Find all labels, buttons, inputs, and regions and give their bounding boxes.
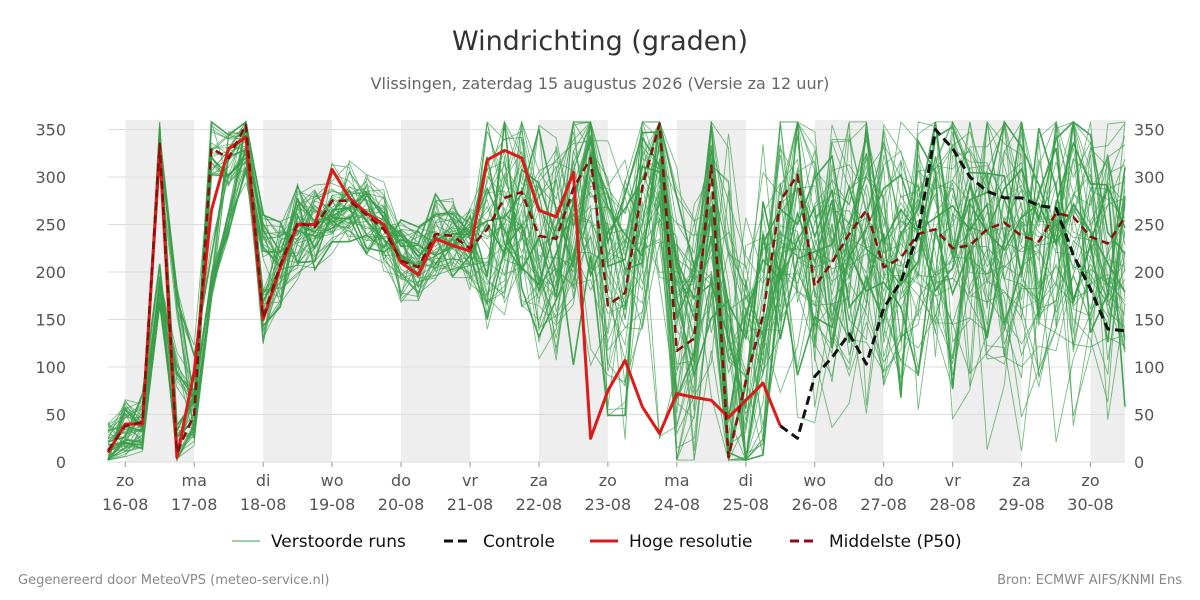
y-tick-label-left: 100	[35, 358, 66, 377]
x-tick-date: 29-08	[998, 495, 1045, 514]
x-tick-day: ma	[181, 471, 206, 490]
x-tick-day: za	[530, 471, 548, 490]
high-res-line	[106, 135, 782, 459]
y-tick-label-left: 300	[35, 168, 66, 187]
y-tick-label-left: 200	[35, 263, 66, 282]
legend: Verstoorde runs Controle Hoge resolutie …	[232, 532, 962, 552]
legend-ensemble-label: Verstoorde runs	[271, 532, 406, 552]
legend-control-label: Controle	[483, 532, 555, 552]
x-tick-date: 28-08	[929, 495, 976, 514]
ensemble-run-line	[107, 121, 1126, 447]
x-tick-day: di	[738, 471, 753, 490]
y-tick-label-left: 150	[35, 311, 66, 330]
ensemble-run-line	[107, 121, 1126, 461]
y-tick-label-right: 300	[1134, 168, 1165, 187]
y-tick-label-right: 150	[1134, 311, 1165, 330]
x-tick-day: ma	[664, 471, 689, 490]
x-tick-day: vr	[462, 471, 478, 490]
x-tick-day: wo	[803, 471, 826, 490]
x-tick-day: za	[1012, 471, 1030, 490]
x-tick-day: di	[256, 471, 271, 490]
x-tick-day: zo	[599, 471, 617, 490]
x-tick-date: 20-08	[378, 495, 425, 514]
ensemble-run-line	[107, 121, 1126, 461]
grid-lines	[108, 129, 1125, 463]
chart-subtitle: Vlissingen, zaterdag 15 augustus 2026 (V…	[371, 74, 830, 93]
ensemble-run-line	[107, 121, 1126, 437]
x-tick-date: 30-08	[1067, 495, 1114, 514]
ensemble-run-line	[107, 121, 1126, 461]
footer-source: Bron: ECMWF AIFS/KNMI Ens	[997, 573, 1182, 588]
x-tick-date: 25-08	[723, 495, 770, 514]
x-tick-date: 16-08	[102, 495, 149, 514]
x-tick-date: 21-08	[447, 495, 494, 514]
x-tick-day: zo	[116, 471, 134, 490]
y-axis-ticks: 0 0 50 50 100 100 150 150 200 200 250 250 300 300 350 3…	[35, 121, 1164, 473]
x-tick-day: do	[391, 471, 411, 490]
ensemble-runs	[107, 119, 1126, 462]
ensemble-run-line	[107, 120, 1126, 462]
y-tick-label-right: 200	[1134, 263, 1165, 282]
x-tick-day: wo	[321, 471, 344, 490]
ensemble-run-line	[107, 120, 1126, 461]
y-tick-label-right: 0	[1134, 453, 1144, 472]
ensemble-run-line	[107, 121, 1126, 462]
x-tick-date: 23-08	[585, 495, 632, 514]
x-tick-date: 24-08	[654, 495, 701, 514]
legend-highres-label: Hoge resolutie	[629, 532, 753, 552]
x-tick-date: 27-08	[860, 495, 907, 514]
y-tick-label-right: 350	[1134, 121, 1165, 140]
x-tick-day: vr	[945, 471, 961, 490]
legend-median-label: Middelste (P50)	[829, 532, 962, 552]
ensemble-run-line	[107, 120, 1126, 461]
control-line	[779, 128, 1126, 440]
main-series	[106, 122, 1127, 459]
y-tick-label-right: 50	[1134, 406, 1154, 425]
weekend-band	[401, 120, 470, 462]
median-p50-line	[106, 122, 1127, 459]
x-tick-date: 26-08	[791, 495, 838, 514]
x-tick-day: zo	[1081, 471, 1099, 490]
x-tick-date: 22-08	[516, 495, 563, 514]
y-tick-label-left: 0	[56, 453, 66, 472]
ensemble-run-line	[107, 121, 1126, 440]
chart-title: Windrichting (graden)	[452, 26, 748, 57]
x-tick-date: 19-08	[309, 495, 356, 514]
ensemble-run-line	[107, 120, 1126, 460]
x-tick-day: do	[874, 471, 894, 490]
y-tick-label-left: 50	[46, 406, 66, 425]
y-tick-label-right: 250	[1134, 216, 1165, 235]
x-tick-date: 17-08	[171, 495, 218, 514]
x-tick-date: 18-08	[240, 495, 287, 514]
y-tick-label-left: 350	[35, 121, 66, 140]
x-axis-ticks: zo 16-08 ma 17-08 di 18-08 wo 19-08 do 20-08 vr 21-…	[102, 462, 1114, 514]
footer-generated-by: Gegenereerd door MeteoVPS (meteo-service…	[18, 573, 329, 588]
y-tick-label-right: 100	[1134, 358, 1165, 377]
y-tick-label-left: 250	[35, 216, 66, 235]
